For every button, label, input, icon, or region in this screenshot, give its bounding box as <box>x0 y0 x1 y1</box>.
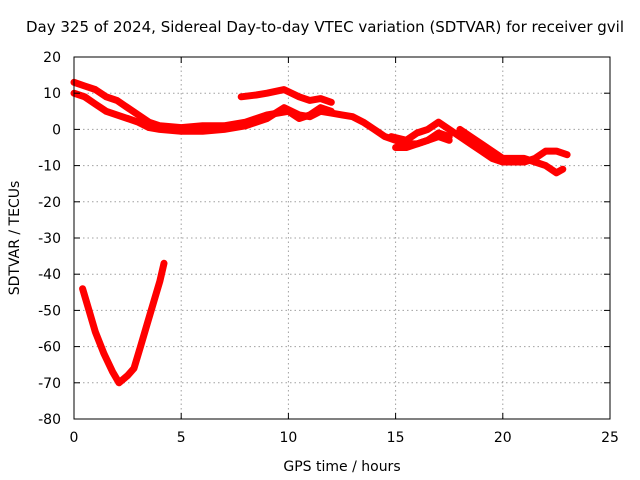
x-tick-label: 10 <box>279 430 297 446</box>
y-tick-label: 10 <box>43 86 61 102</box>
x-tick-label: 0 <box>70 430 79 446</box>
series-line-gvil-e <box>392 133 453 151</box>
series-line-gvil-d <box>387 118 571 166</box>
x-tick-label: 5 <box>177 430 186 446</box>
grid <box>74 57 610 419</box>
series-line-gvil-g <box>79 259 168 387</box>
x-axis-label: GPS time / hours <box>283 459 400 475</box>
y-tick-label: -60 <box>38 340 61 356</box>
axis-ticks: 0 5 10 15 20 25 20 10 0 -10 -20 -30 -40 -50 -60 -70 -80 <box>38 50 619 446</box>
x-tick-label: 20 <box>494 430 512 446</box>
chart-title: Day 325 of 2024, Sidereal Day-to-day VTE… <box>26 18 624 36</box>
x-tick-label: 25 <box>601 430 619 446</box>
y-tick-label: -70 <box>38 376 61 392</box>
plot-series <box>70 78 571 387</box>
y-tick-label: -30 <box>38 231 61 247</box>
series-line-gvil-c <box>237 86 335 106</box>
series-line-gvil-f <box>456 125 567 177</box>
x-tick-label: 15 <box>387 430 405 446</box>
y-tick-label: 20 <box>43 50 61 66</box>
y-tick-label: -80 <box>38 412 61 428</box>
y-axis-label: SDTVAR / TECUs <box>7 181 23 296</box>
y-tick-label: -50 <box>38 303 61 319</box>
y-tick-label: 0 <box>52 122 61 138</box>
series-line-gvil-b <box>70 78 335 132</box>
y-tick-label: -20 <box>38 195 61 211</box>
y-tick-label: -10 <box>38 159 61 175</box>
y-tick-label: -40 <box>38 267 61 283</box>
